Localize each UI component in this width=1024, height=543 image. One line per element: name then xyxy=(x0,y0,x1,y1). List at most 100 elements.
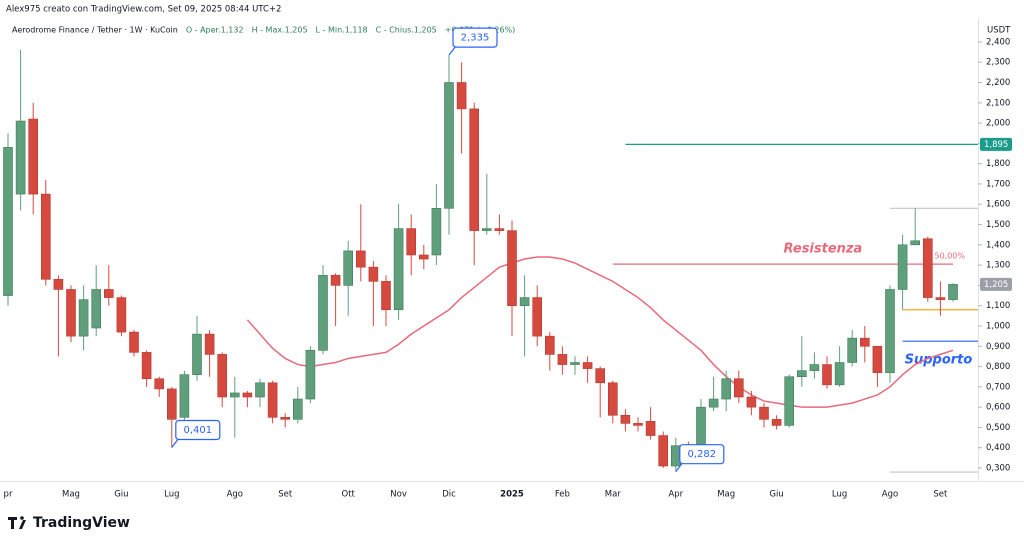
candle-body xyxy=(280,417,291,420)
candle-body xyxy=(519,297,530,306)
x-tick-label: Ago xyxy=(227,490,243,500)
candle-body xyxy=(393,228,404,311)
candle-body xyxy=(708,398,719,408)
y-tick-label: 0,500 xyxy=(986,423,1010,433)
candle-body xyxy=(595,368,606,384)
y-tick-label: 2,400 xyxy=(986,37,1010,47)
legend-item: Aerodrome Finance / Tether · 1W · KuCoin xyxy=(12,26,178,35)
candle-body xyxy=(809,364,820,371)
y-tick-label: 1,700 xyxy=(986,179,1010,189)
candle-body xyxy=(872,345,883,373)
candle-body xyxy=(670,445,681,467)
candle-body xyxy=(40,193,51,280)
candle-body xyxy=(544,335,555,355)
candle-body xyxy=(494,228,505,231)
y-tick-label: 0,600 xyxy=(986,403,1010,413)
moving-average xyxy=(246,256,954,408)
candle-body xyxy=(796,370,807,378)
logo-dot xyxy=(20,516,24,520)
candle-body xyxy=(570,362,580,365)
candle-body xyxy=(733,378,744,398)
candle-body xyxy=(746,396,757,408)
price-tag xyxy=(980,277,1012,291)
candle-body xyxy=(368,266,379,282)
y-tick-label: 2,200 xyxy=(986,78,1010,88)
candle-body xyxy=(255,382,265,398)
candle-body xyxy=(192,333,202,375)
x-tick-label: Nov xyxy=(390,490,407,500)
candle-body xyxy=(922,238,933,298)
y-tick-label: 0,700 xyxy=(986,382,1010,392)
candle-body xyxy=(469,108,480,231)
candle-body xyxy=(141,352,152,380)
candle-body xyxy=(721,378,732,400)
y-tick-label: 2,300 xyxy=(986,58,1010,68)
candle-body xyxy=(658,435,669,467)
candle-body xyxy=(507,230,517,306)
candle-body xyxy=(406,228,417,256)
candle-body xyxy=(948,284,958,300)
x-tick-label: Set xyxy=(278,490,293,500)
x-tick-label: Lug xyxy=(164,490,179,500)
candle-body xyxy=(759,406,769,420)
candle-body xyxy=(822,364,832,386)
y-tick-label: 1,800 xyxy=(986,159,1010,169)
candle-body xyxy=(242,392,253,398)
x-tick-label: Mar xyxy=(605,490,622,500)
candle-body xyxy=(847,337,858,363)
candle-body xyxy=(381,281,391,311)
credit: Alex975 creato con TradingView.com, Set … xyxy=(6,5,281,15)
y-tick-label: 1,600 xyxy=(986,200,1010,210)
candle-body xyxy=(431,208,442,256)
x-tick-label: Mag xyxy=(717,490,735,500)
candle-body xyxy=(935,297,946,300)
candle-body xyxy=(154,378,164,390)
candle-body xyxy=(444,82,454,209)
x-tick-label: Dic xyxy=(442,490,456,500)
level-text: Resistenza xyxy=(784,242,863,257)
x-tick-label: Lug xyxy=(832,490,847,500)
candle-body xyxy=(28,118,39,195)
candle-body xyxy=(834,362,845,386)
candle-body xyxy=(696,406,706,449)
y-tick-label: 1,300 xyxy=(986,261,1010,271)
legend-item: L - Min.1,118 xyxy=(316,26,368,35)
candle-body xyxy=(91,289,101,329)
callout-label: 2,335 xyxy=(461,33,490,44)
candle-body xyxy=(784,376,795,426)
candle-body xyxy=(330,274,341,286)
candle-body xyxy=(418,254,429,260)
candle-body xyxy=(305,350,316,400)
candle-body xyxy=(167,388,177,420)
candle-body xyxy=(217,354,227,398)
candle-body xyxy=(15,120,26,195)
callout-label: 0,282 xyxy=(687,449,716,460)
candle-body xyxy=(456,82,467,110)
callout-box xyxy=(679,444,725,465)
candle-body xyxy=(204,333,215,355)
y-tick-label: 0,900 xyxy=(986,342,1010,352)
y-tick-label: 0,300 xyxy=(986,464,1010,474)
callout-pointer xyxy=(448,46,456,56)
candle-body xyxy=(104,289,114,298)
x-tick-label: Feb xyxy=(555,490,570,500)
candle-body xyxy=(292,398,303,420)
candle-body xyxy=(620,414,631,424)
x-tick-label: Ago xyxy=(882,490,898,500)
y-tick-label: 1,400 xyxy=(986,240,1010,250)
callout-box xyxy=(175,419,221,441)
legend-item: H - Max.1,205 xyxy=(252,26,308,35)
candle-body xyxy=(53,279,64,290)
candle-body xyxy=(267,382,278,418)
candle-body xyxy=(318,274,328,351)
y-tick-label: 0,400 xyxy=(986,443,1010,453)
x-tick-label: Ott xyxy=(342,490,356,500)
legend-item: O - Aper.1,132 xyxy=(186,26,244,35)
callout-box xyxy=(452,27,498,48)
candle-body xyxy=(633,423,643,426)
candle-body xyxy=(645,421,656,436)
price-tag-label: 1,205 xyxy=(984,280,1008,290)
candle-body xyxy=(557,354,568,365)
candle-body xyxy=(607,382,618,416)
